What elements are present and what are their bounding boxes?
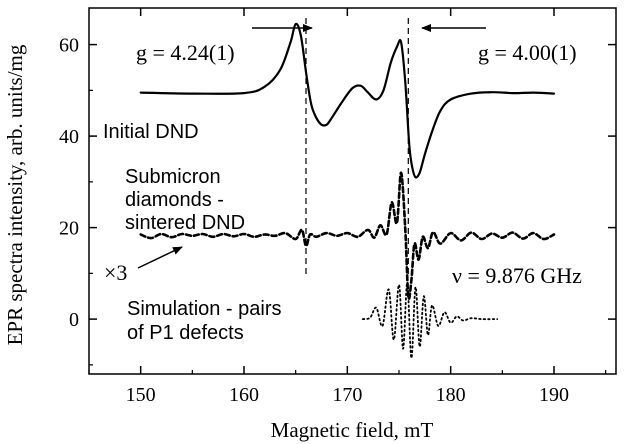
series-line-3 — [361, 281, 499, 359]
x-axis-title: Magnetic field, mT — [271, 418, 434, 442]
y-tick-label: 20 — [59, 218, 79, 240]
x-axis-ticks: 150 160 170 180 190 — [88, 8, 607, 406]
simulation-label-line2: of P1 defects — [127, 322, 244, 344]
series-line-2 — [139, 171, 556, 300]
x-tick-label: 170 — [332, 384, 362, 406]
simulation-label-line1: Simulation - pairs — [127, 298, 282, 320]
x-tick-label: 180 — [436, 384, 466, 406]
y-tick-label: 0 — [69, 309, 79, 331]
plot-frame — [88, 7, 617, 375]
times-three-arrow — [137, 246, 183, 269]
g-factor-right-label: g = 4.00(1) — [478, 40, 577, 65]
series-line-1 — [139, 22, 556, 179]
initial-dnd-label: Initial DND — [103, 121, 199, 143]
x-tick-label: 150 — [126, 384, 156, 406]
x-tick-label: 160 — [229, 384, 259, 406]
submicron-label-line2: diamonds - — [125, 189, 224, 211]
g-factor-left-label: g = 4.24(1) — [136, 40, 235, 65]
reference-lines — [305, 18, 409, 278]
series-layer — [139, 22, 556, 359]
times-three-label: ×3 — [104, 260, 127, 285]
submicron-label-line1: Submicron — [125, 166, 221, 188]
submicron-label-line3: sintered DND — [125, 212, 245, 234]
frequency-label: ν = 9.876 GHz — [452, 263, 582, 288]
y-tick-label: 60 — [59, 35, 79, 57]
y-axis-ticks: 0 20 40 60 — [59, 35, 616, 366]
x-tick-label: 190 — [539, 384, 569, 406]
y-tick-label: 40 — [59, 126, 79, 148]
y-axis-title: EPR spectra intensity, arb. units/mg — [3, 44, 27, 345]
